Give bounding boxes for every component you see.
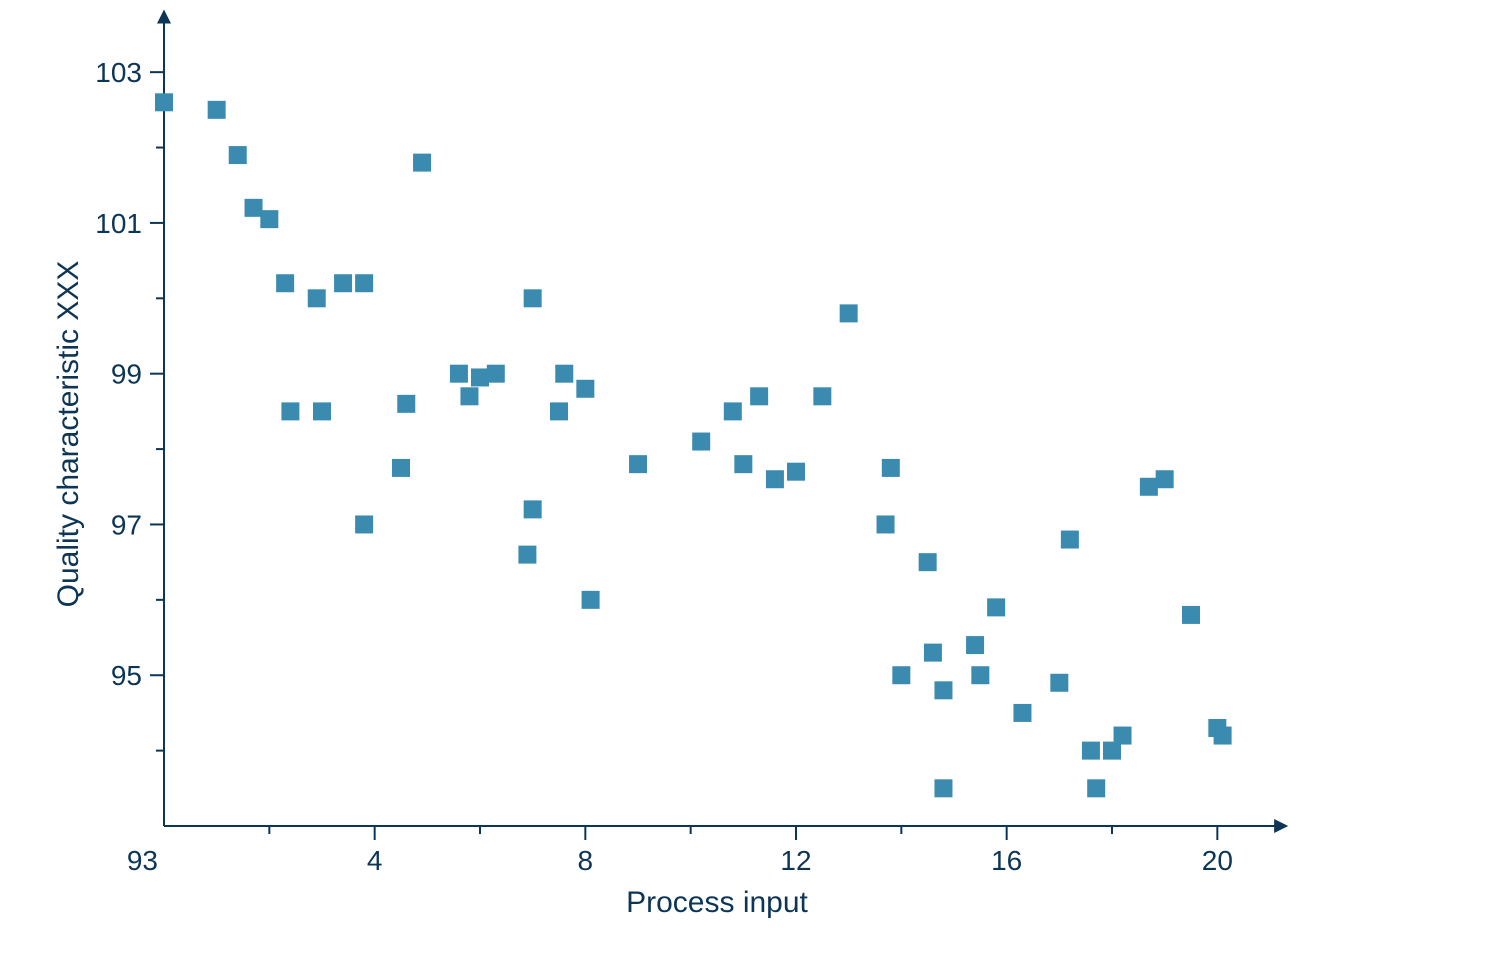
y-tick-label: 103 <box>95 57 142 88</box>
data-point <box>413 154 431 172</box>
data-point <box>229 146 247 164</box>
data-point <box>276 274 294 292</box>
y-tick-label: 95 <box>111 660 142 691</box>
scatter-chart: 4 8 12 16 20 95 97 99 101 103 93 Process input Quali… <box>0 0 1500 957</box>
y-tick-label: 99 <box>111 359 142 390</box>
data-point <box>260 210 278 228</box>
data-point <box>1114 727 1132 745</box>
y-tick-label: 101 <box>95 208 142 239</box>
data-point <box>1214 727 1232 745</box>
data-point <box>987 598 1005 616</box>
data-point <box>518 546 536 564</box>
data-point <box>208 101 226 119</box>
origin-label: 93 <box>127 845 158 876</box>
data-point <box>1182 606 1200 624</box>
data-point <box>308 289 326 307</box>
data-point <box>355 515 373 533</box>
data-point <box>450 365 468 383</box>
data-point <box>750 387 768 405</box>
y-tick-label: 97 <box>111 509 142 540</box>
data-point <box>1061 531 1079 549</box>
data-point <box>460 387 478 405</box>
data-point <box>524 500 542 518</box>
chart-svg: 4 8 12 16 20 95 97 99 101 103 93 Process input Quali… <box>0 0 1500 957</box>
data-point <box>934 681 952 699</box>
data-point <box>840 304 858 322</box>
data-point <box>245 199 263 217</box>
data-point <box>155 93 173 111</box>
data-point <box>1050 674 1068 692</box>
data-point <box>924 644 942 662</box>
data-point <box>487 365 505 383</box>
data-point <box>1082 742 1100 760</box>
data-point <box>724 402 742 420</box>
data-point <box>919 553 937 571</box>
data-point <box>355 274 373 292</box>
data-point <box>471 368 489 386</box>
data-point <box>892 666 910 684</box>
data-point <box>334 274 352 292</box>
data-point <box>877 515 895 533</box>
data-point <box>392 459 410 477</box>
data-point <box>1013 704 1031 722</box>
data-point <box>555 365 573 383</box>
data-point <box>524 289 542 307</box>
data-point <box>582 591 600 609</box>
x-tick-label: 8 <box>578 845 594 876</box>
x-tick-label: 16 <box>991 845 1022 876</box>
data-point <box>1156 470 1174 488</box>
data-point <box>882 459 900 477</box>
y-axis-label: Quality characteristic XXX <box>52 261 85 608</box>
data-point <box>281 402 299 420</box>
data-point <box>971 666 989 684</box>
data-point <box>550 402 568 420</box>
x-tick-label: 4 <box>367 845 383 876</box>
x-tick-label: 20 <box>1202 845 1233 876</box>
x-axis-label: Process input <box>626 886 808 919</box>
data-point <box>966 636 984 654</box>
data-point <box>813 387 831 405</box>
data-point <box>313 402 331 420</box>
data-point <box>1087 779 1105 797</box>
x-tick-label: 12 <box>780 845 811 876</box>
data-point <box>397 395 415 413</box>
data-point <box>629 455 647 473</box>
data-point <box>734 455 752 473</box>
data-point <box>692 433 710 451</box>
data-point <box>1140 478 1158 496</box>
data-point <box>766 470 784 488</box>
data-point <box>576 380 594 398</box>
data-point <box>787 463 805 481</box>
data-point <box>934 779 952 797</box>
